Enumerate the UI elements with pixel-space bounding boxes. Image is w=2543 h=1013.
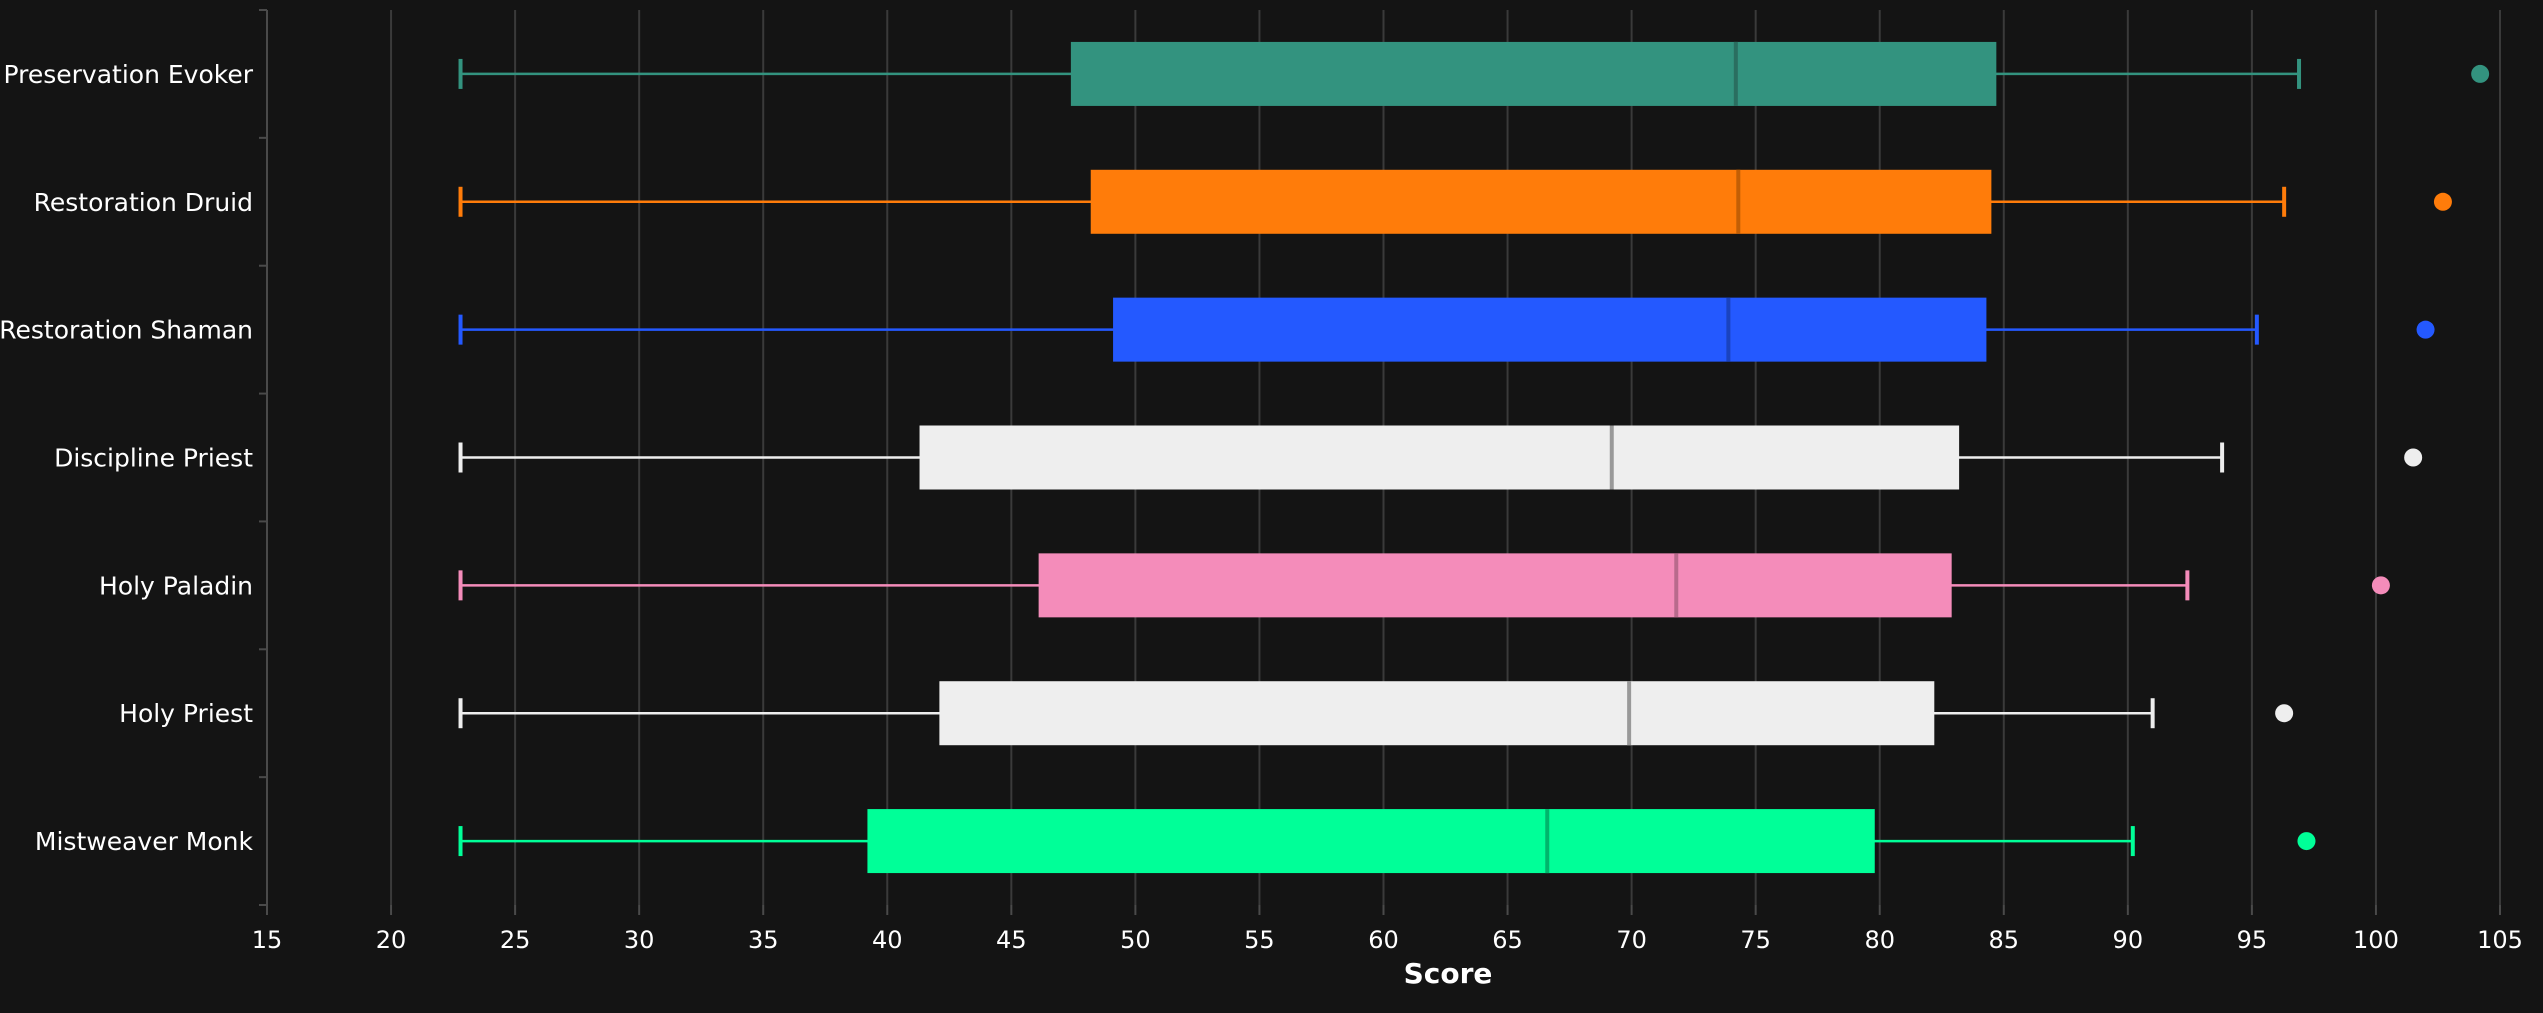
outlier-point [2404, 448, 2423, 467]
box-holy-priest [458, 681, 2294, 746]
iqr-box [1090, 169, 1992, 234]
axes [259, 9, 2501, 915]
outlier-point [2297, 832, 2316, 851]
category-label: Mistweaver Monk [35, 827, 254, 856]
iqr-box [1038, 553, 1952, 618]
x-tick-label: 35 [748, 926, 779, 954]
x-tick-label: 45 [996, 926, 1027, 954]
x-tick-label: 80 [1864, 926, 1895, 954]
x-tick-label: 25 [500, 926, 531, 954]
x-tick-label: 105 [2477, 926, 2523, 954]
x-tick-label: 20 [376, 926, 407, 954]
x-tick-label: 55 [1244, 926, 1275, 954]
iqr-box [1113, 297, 1987, 362]
outlier-point [2433, 192, 2452, 211]
category-label: Restoration Druid [34, 188, 253, 217]
outlier-point [2371, 576, 2390, 595]
category-label: Restoration Shaman [0, 316, 253, 345]
box-restoration-shaman [458, 297, 2435, 362]
box-restoration-druid [458, 169, 2452, 234]
iqr-box [919, 425, 1960, 490]
x-tick-labels: 15 20 25 30 35 40 45 50 55 60 65 70 75 80 85 90 95 100 105 [252, 926, 2523, 954]
iqr-box [1070, 41, 1997, 106]
box-preservation-evoker [458, 41, 2490, 106]
x-axis-title: Score [1404, 957, 1493, 990]
box-holy-paladin [458, 553, 2390, 618]
x-tick-label: 75 [1740, 926, 1771, 954]
x-tick-label: 95 [2237, 926, 2268, 954]
box-series [458, 41, 2490, 874]
x-tick-label: 50 [1120, 926, 1151, 954]
category-label: Preservation Evoker [3, 60, 253, 89]
box-discipline-priest [458, 425, 2423, 490]
iqr-box [939, 681, 1935, 746]
x-tick-label: 90 [2113, 926, 2144, 954]
x-tick-label: 100 [2353, 926, 2399, 954]
category-label: Discipline Priest [54, 444, 253, 473]
x-tick-label: 85 [1989, 926, 2020, 954]
outlier-point [2416, 320, 2435, 339]
x-tick-label: 40 [872, 926, 903, 954]
box-mistweaver-monk [458, 809, 2316, 874]
outlier-point [2471, 64, 2490, 83]
category-label: Holy Priest [119, 699, 253, 728]
outlier-point [2275, 704, 2294, 723]
x-tick-label: 30 [624, 926, 655, 954]
category-labels: Preservation Evoker Restoration Druid Rest… [0, 60, 254, 856]
x-tick-label: 15 [252, 926, 283, 954]
category-label: Holy Paladin [99, 571, 253, 600]
x-tick-label: 70 [1616, 926, 1647, 954]
x-tick-label: 60 [1368, 926, 1399, 954]
iqr-box [867, 809, 1875, 874]
x-tick-label: 65 [1492, 926, 1523, 954]
